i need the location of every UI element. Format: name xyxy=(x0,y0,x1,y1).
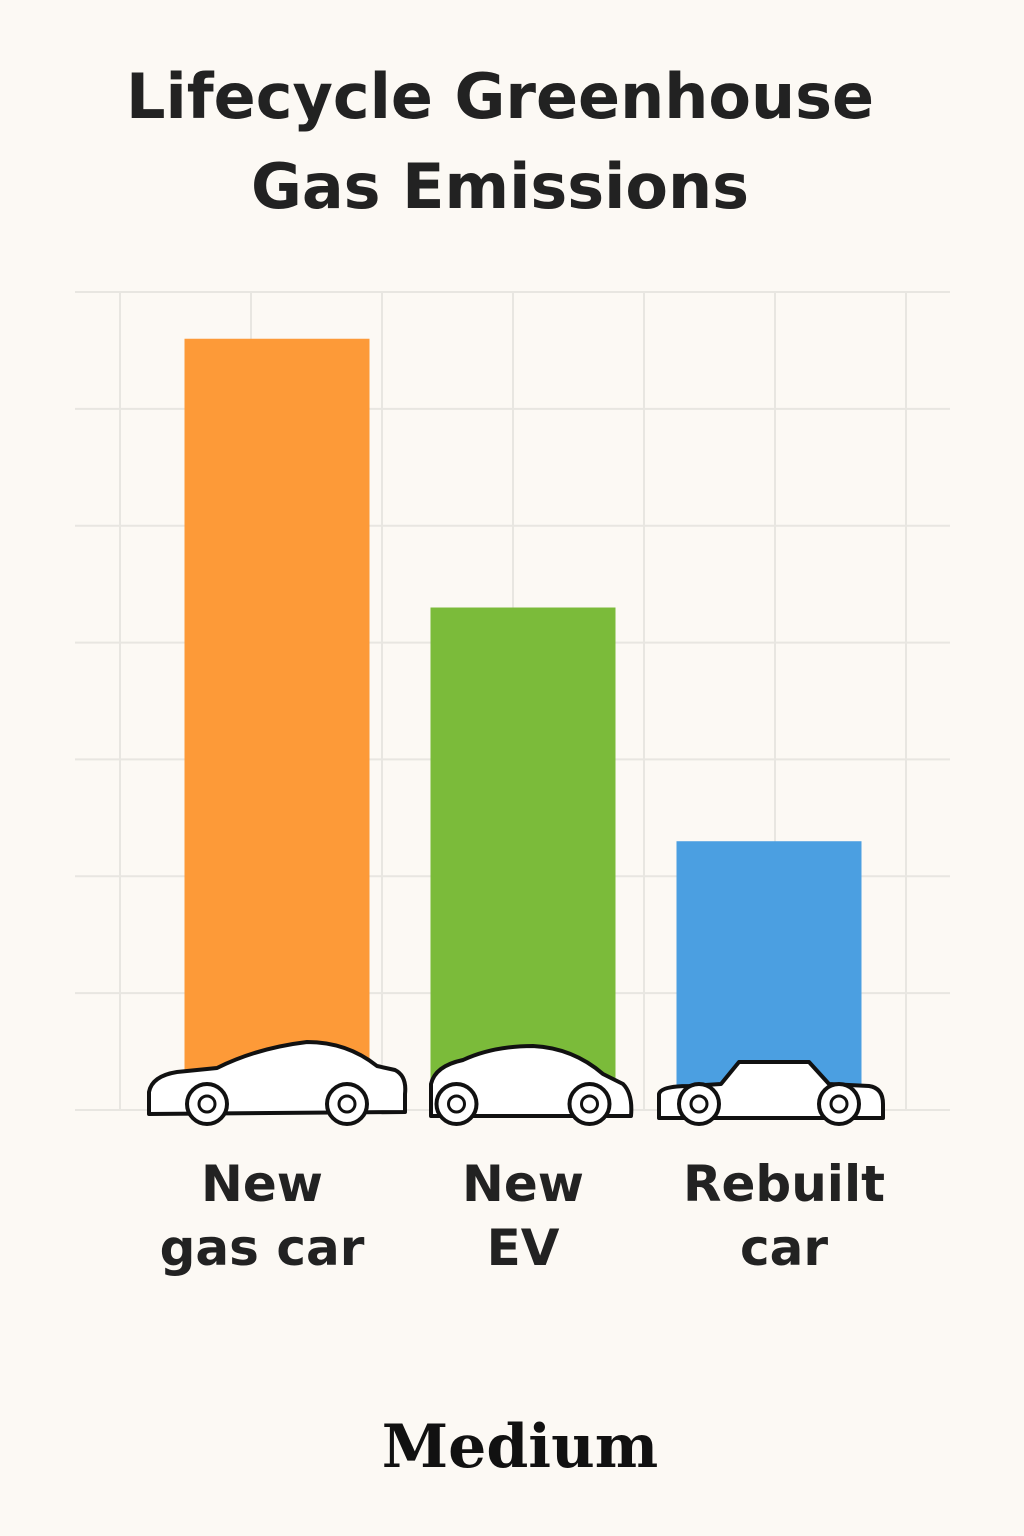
source: Medium xyxy=(381,1412,659,1482)
car-hub xyxy=(197,1094,217,1114)
bar xyxy=(430,607,616,1110)
car-icon xyxy=(429,1044,634,1126)
car-hub xyxy=(689,1094,709,1114)
car-hub xyxy=(580,1094,599,1114)
x-tick-label: New EV xyxy=(462,1155,584,1277)
car-hub xyxy=(829,1094,849,1114)
car-icon xyxy=(657,1060,885,1126)
bar xyxy=(184,338,370,1110)
car-hub xyxy=(447,1094,466,1114)
x-tick-label: Rebuilt car xyxy=(683,1155,885,1277)
x-tick-label: New gas car xyxy=(159,1155,365,1277)
chart-title: Lifecycle Greenhouse Gas Emissions xyxy=(125,60,875,223)
car-icon xyxy=(147,1040,408,1126)
car-hub xyxy=(337,1094,357,1114)
